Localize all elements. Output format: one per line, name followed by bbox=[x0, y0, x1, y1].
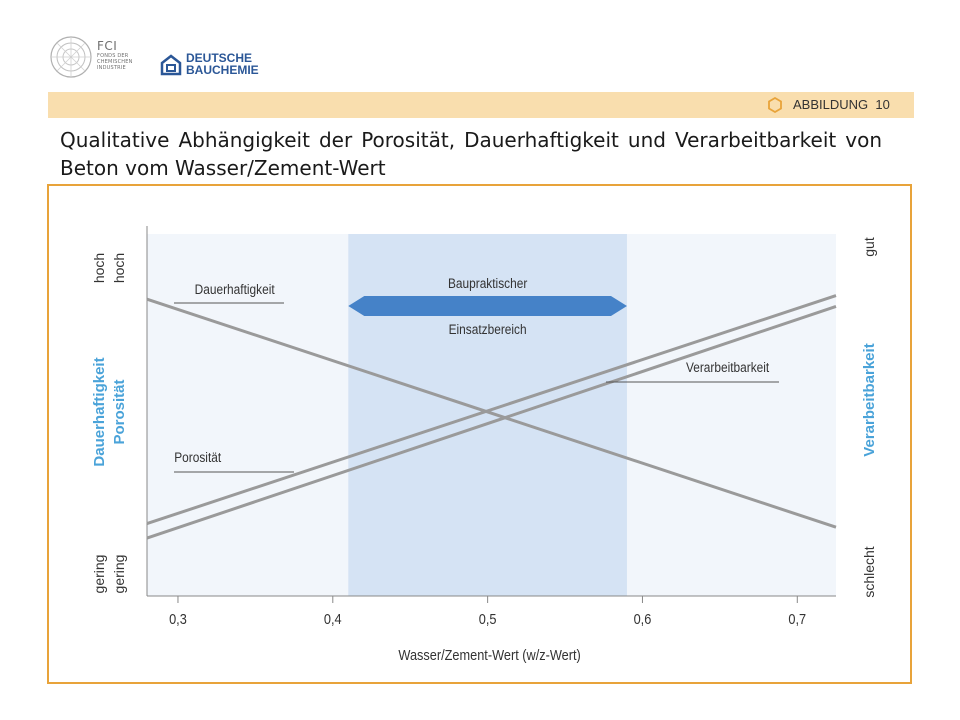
figure-label-text: ABBILDUNG bbox=[793, 97, 869, 112]
x-tick-label: 0,6 bbox=[634, 610, 652, 627]
page-title: Qualitative Abhängigkeit der Porosität, … bbox=[60, 128, 882, 180]
fci-logo-icon bbox=[50, 36, 92, 78]
left-axis-label-2: Porosität bbox=[111, 379, 128, 444]
chart-frame bbox=[47, 184, 912, 684]
fci-name: FCI bbox=[97, 39, 118, 53]
x-tick-label: 0,7 bbox=[788, 610, 806, 627]
deutsche-bauchemie-logo-icon bbox=[160, 54, 182, 76]
right-bottom-label: schlecht bbox=[861, 546, 877, 597]
series-label-verarbeitbarkeit: Verarbeitbarkeit bbox=[686, 359, 770, 375]
region-label-bottom: Einsatzbereich bbox=[449, 321, 527, 337]
left-bottom-label-2: gering bbox=[111, 555, 127, 594]
hexagon-icon bbox=[768, 97, 782, 113]
series-label-porositaet: Porosität bbox=[174, 449, 221, 465]
fci-line-1: FONDS DER bbox=[97, 53, 129, 59]
x-tick-label: 0,4 bbox=[324, 610, 342, 627]
series-line-dauerhaftigkeit bbox=[146, 297, 837, 529]
fci-line-2: CHEMISCHEN bbox=[97, 59, 133, 65]
einsatzbereich-region bbox=[348, 234, 627, 596]
left-axis-label-1: Dauerhaftigkeit bbox=[91, 357, 108, 466]
series-line-porositaet bbox=[146, 304, 837, 540]
left-top-label-1: hoch bbox=[91, 253, 107, 283]
fci-line-3: INDUSTRIE bbox=[97, 65, 126, 71]
db-line-1: DEUTSCHE bbox=[186, 51, 253, 65]
left-bottom-label-1: gering bbox=[91, 555, 107, 594]
fci-logo-text: FCI FONDS DER CHEMISCHEN INDUSTRIE bbox=[97, 39, 133, 72]
x-tick-label: 0,3 bbox=[169, 610, 187, 627]
region-label-top: Baupraktischer bbox=[448, 275, 528, 291]
left-top-label-2: hoch bbox=[111, 253, 127, 283]
range-arrow bbox=[348, 296, 627, 316]
series-label-dauerhaftigkeit: Dauerhaftigkeit bbox=[195, 281, 275, 297]
x-tick-label: 0,5 bbox=[479, 610, 497, 627]
figure-label: ABBILDUNG 10 bbox=[793, 97, 890, 112]
figure-number: 10 bbox=[875, 97, 890, 112]
right-top-label: gut bbox=[861, 237, 877, 257]
x-axis-label: Wasser/Zement-Wert (w/z-Wert) bbox=[398, 646, 580, 663]
db-line-2: BAUCHEMIE bbox=[186, 63, 259, 77]
series-line-verarbeitbarkeit bbox=[146, 294, 837, 526]
right-axis-label: Verarbeitbarkeit bbox=[861, 343, 878, 456]
deutsche-bauchemie-text: DEUTSCHE BAUCHEMIE bbox=[186, 52, 259, 76]
